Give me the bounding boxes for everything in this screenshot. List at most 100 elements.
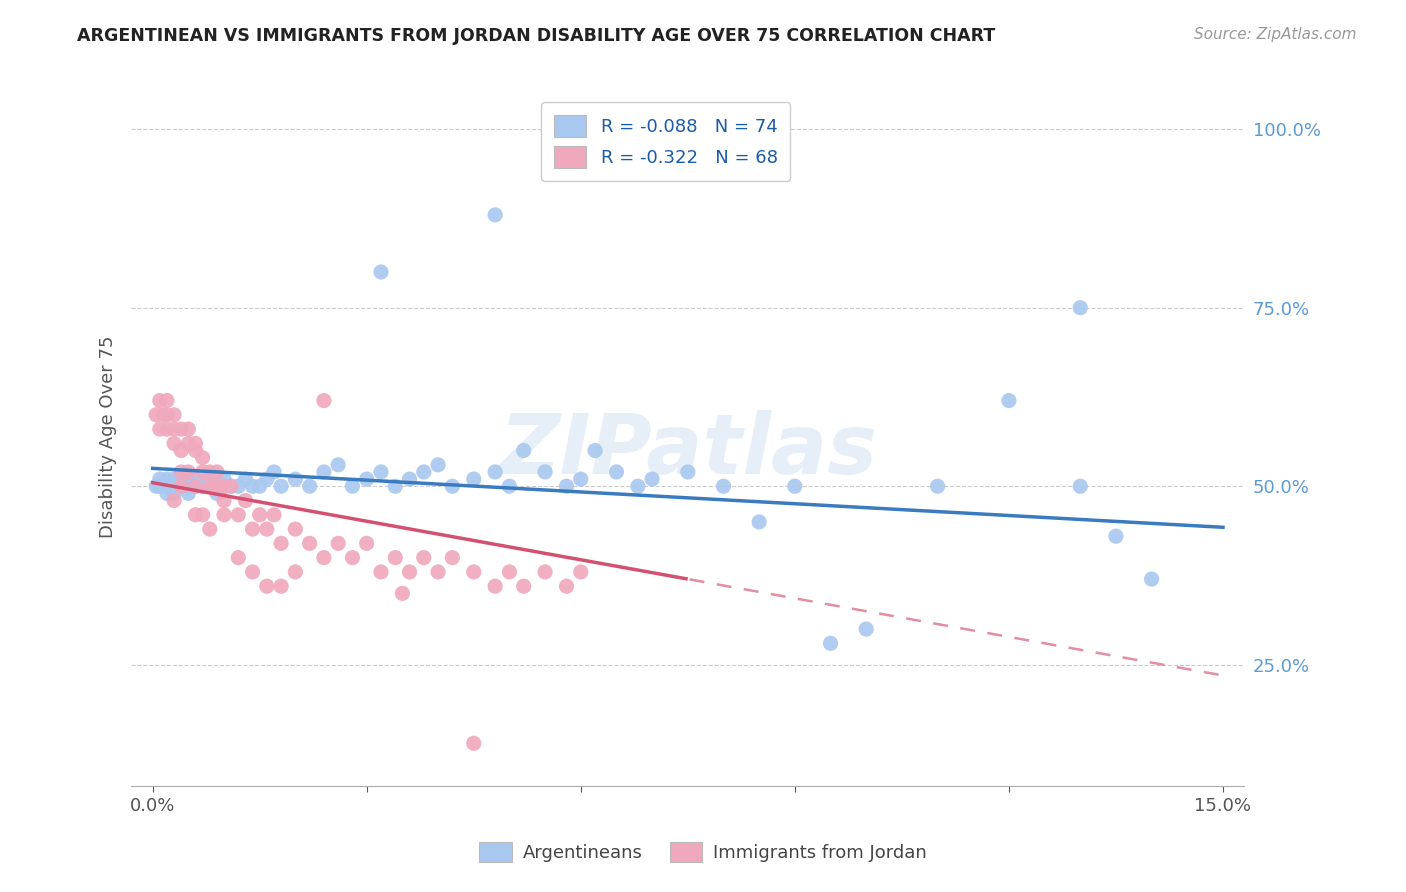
Point (163, 408, 186, 422)
Point (1069, 301, 1091, 315)
Point (212, 472, 235, 486)
Point (263, 465, 285, 479)
Point (855, 622, 877, 636)
Point (212, 479, 235, 493)
Point (149, 393, 172, 408)
Point (569, 472, 592, 486)
Point (555, 579, 578, 593)
Point (342, 479, 364, 493)
Point (391, 586, 413, 600)
Point (783, 479, 806, 493)
Point (205, 486, 228, 500)
Point (177, 465, 200, 479)
Point (270, 536, 292, 550)
Point (177, 479, 200, 493)
Point (342, 550, 364, 565)
Point (312, 550, 335, 565)
Point (163, 472, 186, 486)
Point (163, 479, 186, 493)
Point (198, 522, 221, 536)
Point (441, 479, 464, 493)
Point (226, 550, 249, 565)
Point (177, 486, 200, 500)
Point (820, 636, 842, 650)
Point (441, 550, 464, 565)
Point (145, 408, 167, 422)
Text: ZIPatlas: ZIPatlas (499, 409, 877, 491)
Point (149, 422, 172, 436)
Point (170, 465, 193, 479)
Point (427, 565, 450, 579)
Point (534, 465, 557, 479)
Point (555, 479, 578, 493)
Point (156, 408, 179, 422)
Point (284, 522, 307, 536)
Point (512, 443, 534, 458)
Point (583, 443, 606, 458)
Point (184, 443, 207, 458)
Point (184, 472, 207, 486)
Point (412, 550, 434, 565)
Point (412, 465, 434, 479)
Point (370, 265, 392, 279)
Point (170, 472, 193, 486)
Point (284, 565, 307, 579)
Point (249, 508, 271, 522)
Point (370, 565, 392, 579)
Point (398, 565, 420, 579)
Point (356, 472, 378, 486)
Point (512, 579, 534, 593)
Point (748, 515, 770, 529)
Point (256, 472, 278, 486)
Point (212, 479, 235, 493)
Point (170, 422, 193, 436)
Point (998, 393, 1021, 408)
Point (145, 479, 167, 493)
Point (1069, 479, 1091, 493)
Point (177, 472, 200, 486)
Point (170, 479, 193, 493)
Point (212, 508, 235, 522)
Point (191, 465, 214, 479)
Point (149, 479, 172, 493)
Point (184, 436, 207, 450)
Point (298, 536, 321, 550)
Point (927, 479, 949, 493)
Point (235, 493, 257, 508)
Point (284, 472, 307, 486)
Point (163, 479, 186, 493)
Point (242, 522, 264, 536)
Point (156, 393, 179, 408)
Point (205, 479, 228, 493)
Point (226, 479, 249, 493)
Point (605, 465, 627, 479)
Legend: R = -0.088   N = 74, R = -0.322   N = 68: R = -0.088 N = 74, R = -0.322 N = 68 (541, 103, 790, 181)
Point (170, 479, 193, 493)
Point (298, 479, 321, 493)
Y-axis label: Disability Age Over 75: Disability Age Over 75 (100, 335, 117, 538)
Point (205, 479, 228, 493)
Point (270, 479, 292, 493)
Point (569, 565, 592, 579)
Point (641, 472, 664, 486)
Point (205, 465, 228, 479)
Point (676, 465, 699, 479)
Point (191, 450, 214, 465)
Point (263, 508, 285, 522)
Point (170, 479, 193, 493)
Point (498, 479, 520, 493)
Point (384, 479, 406, 493)
Point (312, 393, 335, 408)
Point (370, 465, 392, 479)
Point (184, 479, 207, 493)
Point (198, 479, 221, 493)
Text: ARGENTINEAN VS IMMIGRANTS FROM JORDAN DISABILITY AGE OVER 75 CORRELATION CHART: ARGENTINEAN VS IMMIGRANTS FROM JORDAN DI… (77, 27, 995, 45)
Point (627, 479, 650, 493)
Point (198, 479, 221, 493)
Point (356, 536, 378, 550)
Point (170, 443, 193, 458)
Point (398, 472, 420, 486)
Point (1105, 529, 1128, 543)
Point (463, 565, 485, 579)
Point (242, 479, 264, 493)
